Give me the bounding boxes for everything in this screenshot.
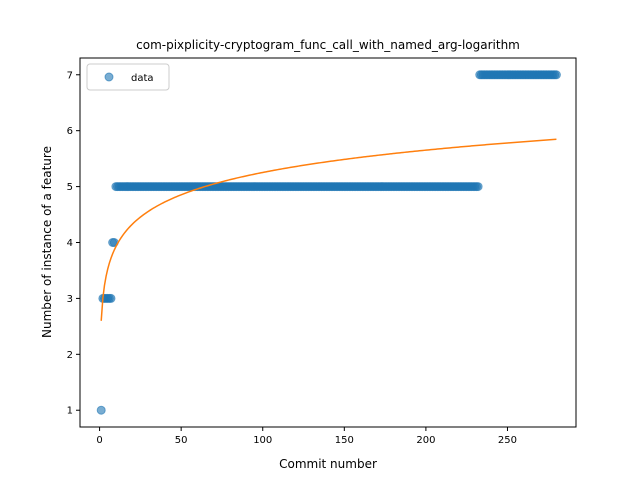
- x-tick-label: 250: [498, 435, 517, 446]
- chart-title: com-pixplicity-cryptogram_func_call_with…: [136, 38, 520, 52]
- y-axis-label: Number of instance of a feature: [40, 146, 54, 338]
- legend: data: [86, 63, 170, 91]
- y-axis: 1 2 3 4 5 6 7: [67, 70, 80, 417]
- y-tick-label: 1: [67, 406, 73, 417]
- y-tick-label: 5: [67, 182, 73, 193]
- fit-line: [100, 138, 557, 321]
- legend-marker-data: [104, 72, 114, 82]
- x-axis-label: Commit number: [279, 457, 377, 471]
- data-point: [106, 293, 116, 303]
- x-tick-label: 50: [175, 435, 188, 446]
- y-tick-label: 2: [67, 350, 73, 361]
- y-tick-label: 7: [67, 70, 73, 81]
- x-tick-label: 0: [96, 435, 102, 446]
- y-tick-label: 4: [67, 238, 73, 249]
- x-tick-label: 200: [416, 435, 435, 446]
- data-point: [551, 70, 561, 80]
- plot-area: [96, 70, 561, 415]
- x-tick-label: 150: [335, 435, 354, 446]
- x-tick-label: 100: [253, 435, 272, 446]
- legend-label-data: data: [131, 73, 154, 84]
- y-tick-label: 3: [67, 294, 73, 305]
- data-point: [96, 405, 106, 415]
- data-point: [473, 182, 483, 192]
- y-tick-label: 6: [67, 126, 73, 137]
- legend-box: [86, 63, 170, 91]
- x-axis: 0 50 100 150 200 250: [96, 427, 517, 446]
